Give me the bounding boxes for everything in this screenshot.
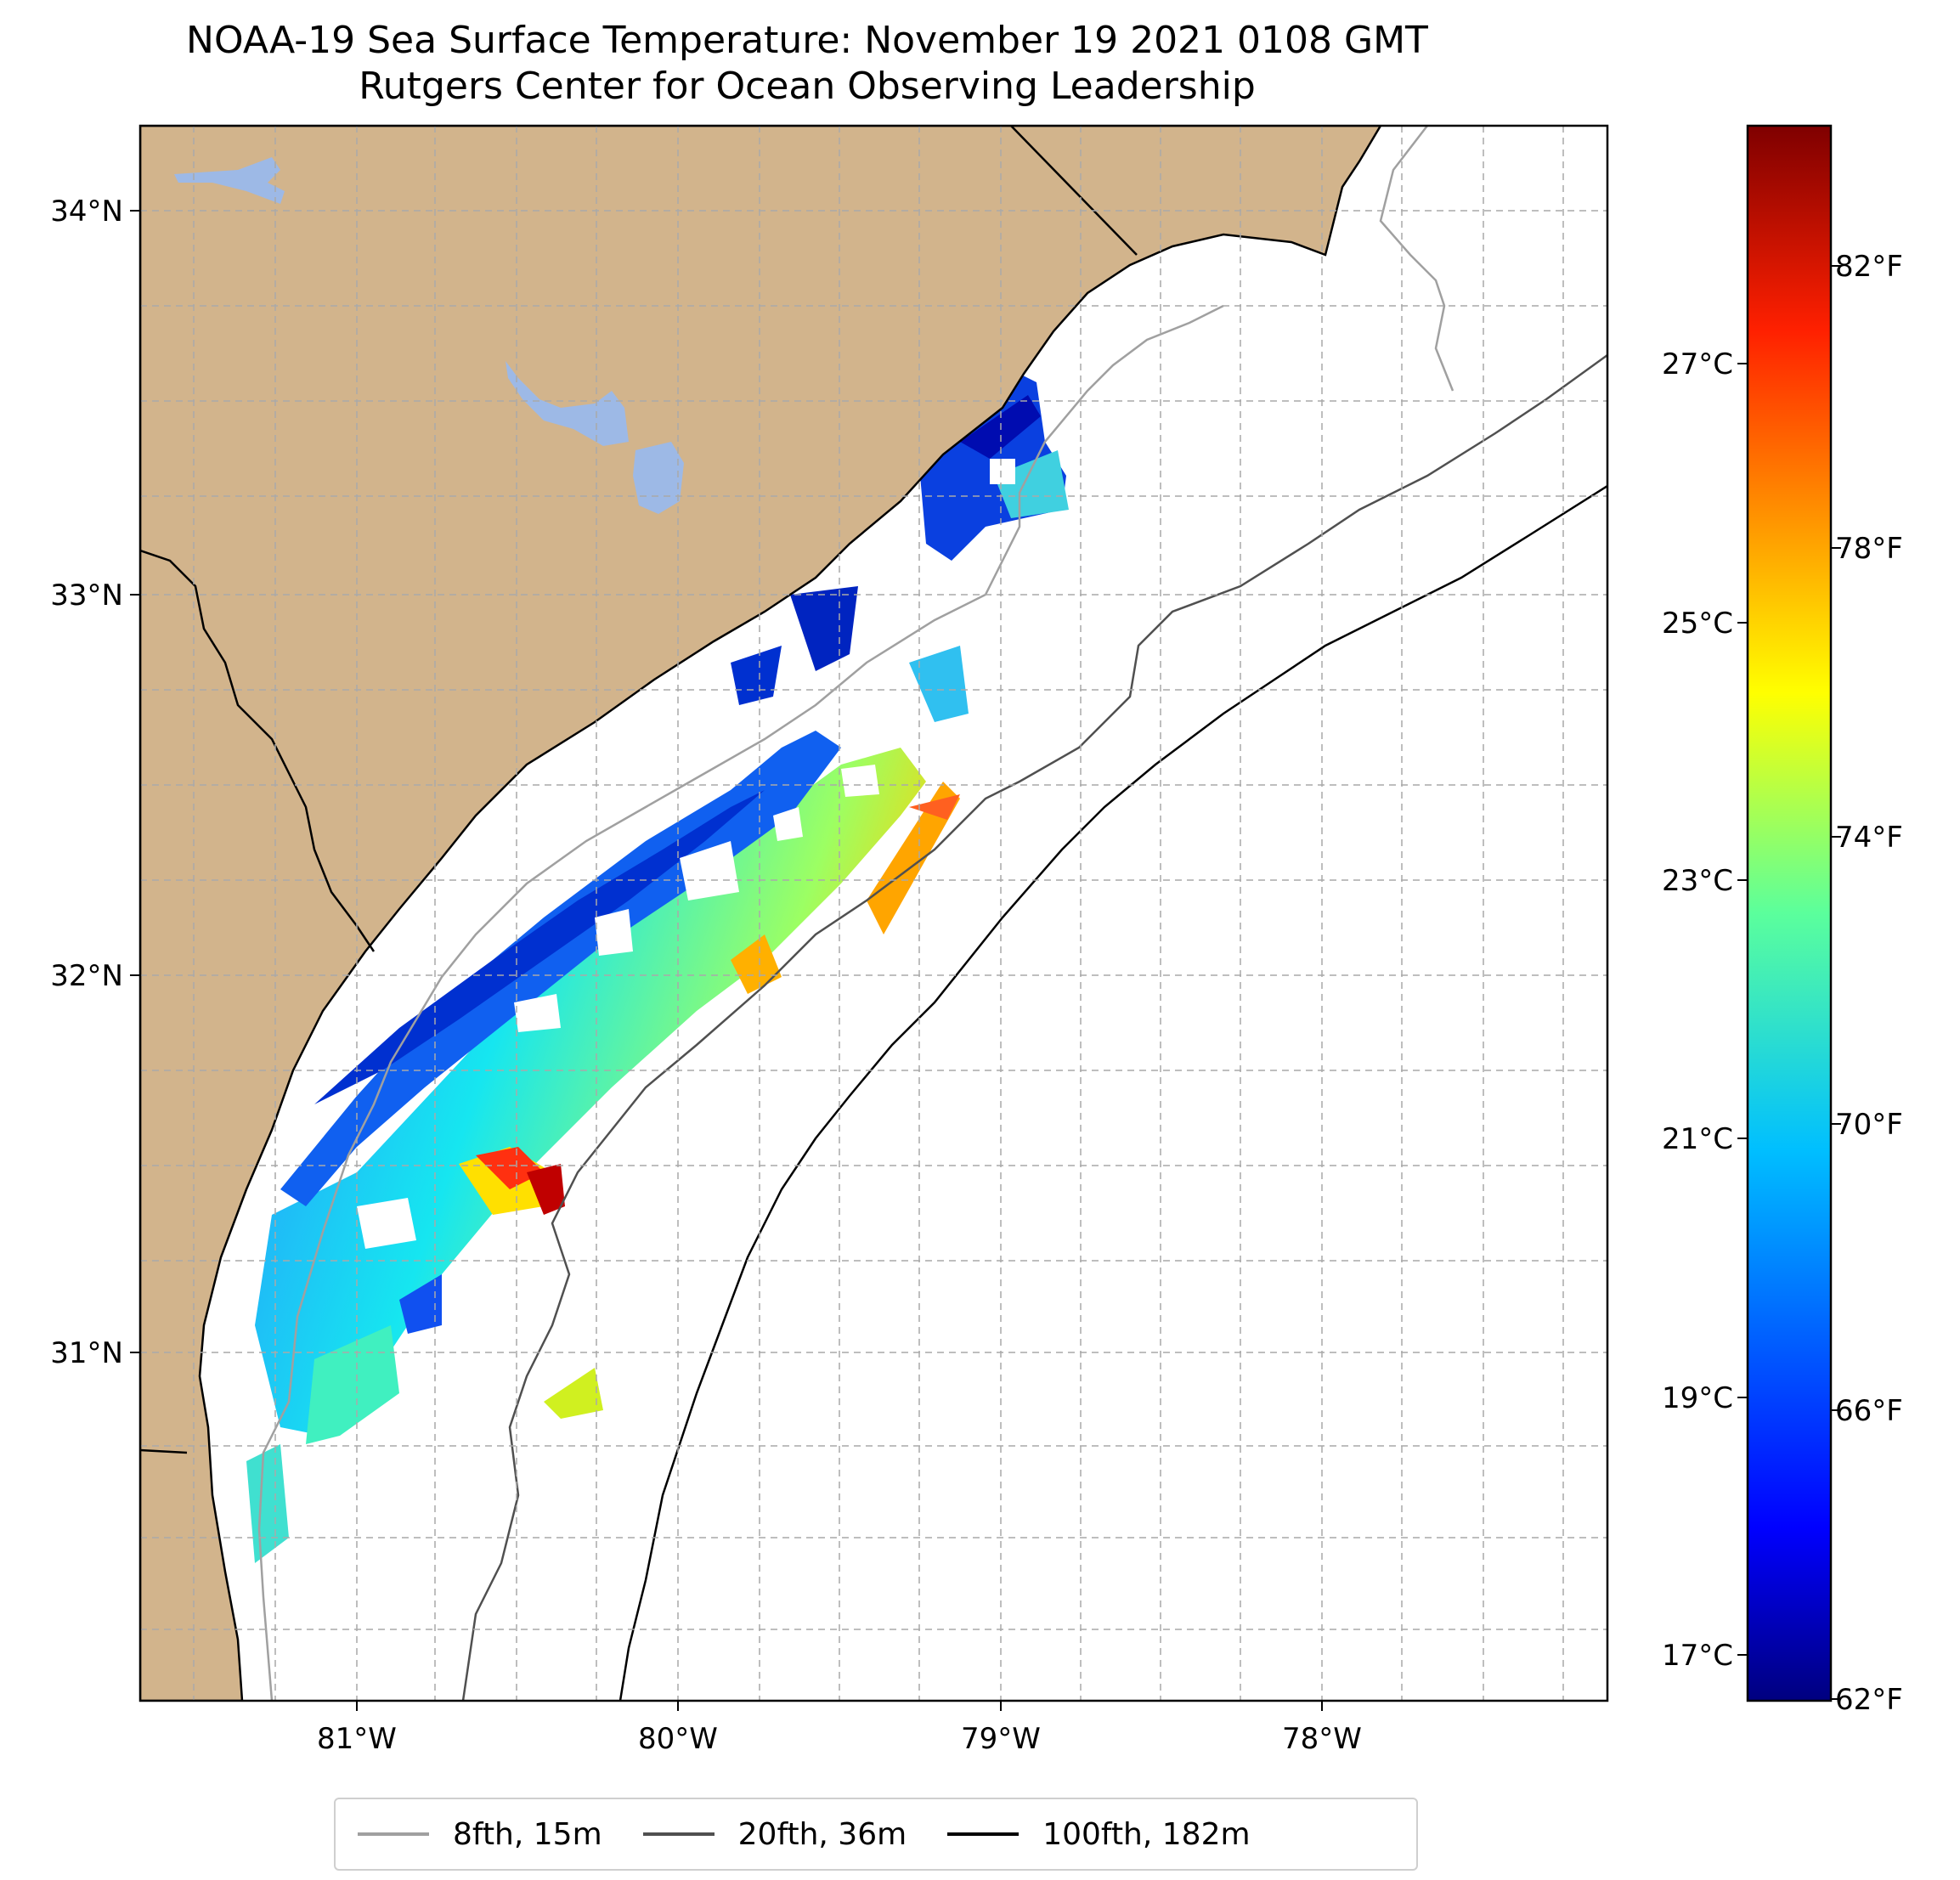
legend-label: 100fth, 182m (1042, 1816, 1251, 1852)
axis-ticks (130, 210, 1323, 1711)
legend-item-15m: 8fth, 15m (358, 1817, 602, 1852)
lon-tick-label: 79°W (961, 1722, 1041, 1756)
lon-tick-label: 80°W (638, 1722, 718, 1756)
colorbar-c-label: 23°C (1662, 864, 1733, 898)
legend-line-icon (358, 1832, 429, 1836)
contour-36m (461, 353, 1607, 1701)
map-frame (138, 124, 1609, 1702)
colorbar-c-label: 25°C (1662, 607, 1733, 641)
lon-tick-label: 81°W (317, 1722, 397, 1756)
legend-label: 20fth, 36m (737, 1816, 907, 1852)
legend-label: 8fth, 15m (453, 1816, 602, 1852)
colorbar: 82°F 78°F 74°F 70°F 66°F 62°F 27°C 25°C … (1662, 124, 1903, 1717)
colorbar-c-label: 21°C (1662, 1122, 1733, 1156)
colorbar-f-label: 66°F (1835, 1394, 1903, 1428)
map-title: NOAA-19 Sea Surface Temperature: Novembe… (186, 19, 1428, 62)
map-subtitle: Rutgers Center for Ocean Observing Leade… (359, 65, 1256, 108)
colorbar-f-label: 70°F (1835, 1108, 1903, 1142)
contour-15m (1379, 126, 1454, 392)
contour-182m (619, 484, 1607, 1701)
lat-tick-label: 33°N (50, 579, 123, 613)
state-boundaries (140, 126, 1138, 1454)
gridlines (140, 126, 1607, 1701)
colorbar-f-label: 62°F (1835, 1683, 1903, 1717)
colorbar-f-label: 74°F (1835, 821, 1903, 855)
colorbar-c-label: 27°C (1662, 347, 1733, 381)
depth-contours (257, 126, 1607, 1701)
map-area[interactable] (140, 126, 1607, 1701)
colorbar-c-label: 19°C (1662, 1381, 1733, 1415)
lat-tick-label: 34°N (50, 195, 123, 229)
lon-tick-label: 78°W (1282, 1722, 1362, 1756)
legend-line-icon (642, 1832, 715, 1836)
land (140, 126, 1382, 1701)
lat-tick-label: 32°N (50, 959, 123, 993)
colorbar-gradient (1746, 124, 1833, 1702)
lat-tick-label: 31°N (50, 1336, 123, 1370)
colorbar-f-label: 82°F (1835, 250, 1903, 284)
depth-legend: 8fth, 15m 20fth, 36m 100fth, 182m (334, 1798, 1418, 1871)
colorbar-c-label: 17°C (1662, 1639, 1733, 1673)
colorbar-f-label: 78°F (1835, 532, 1903, 566)
legend-item-182m: 100fth, 182m (947, 1816, 1251, 1852)
legend-item-36m: 20fth, 36m (642, 1816, 907, 1852)
legend-line-icon (947, 1832, 1020, 1836)
